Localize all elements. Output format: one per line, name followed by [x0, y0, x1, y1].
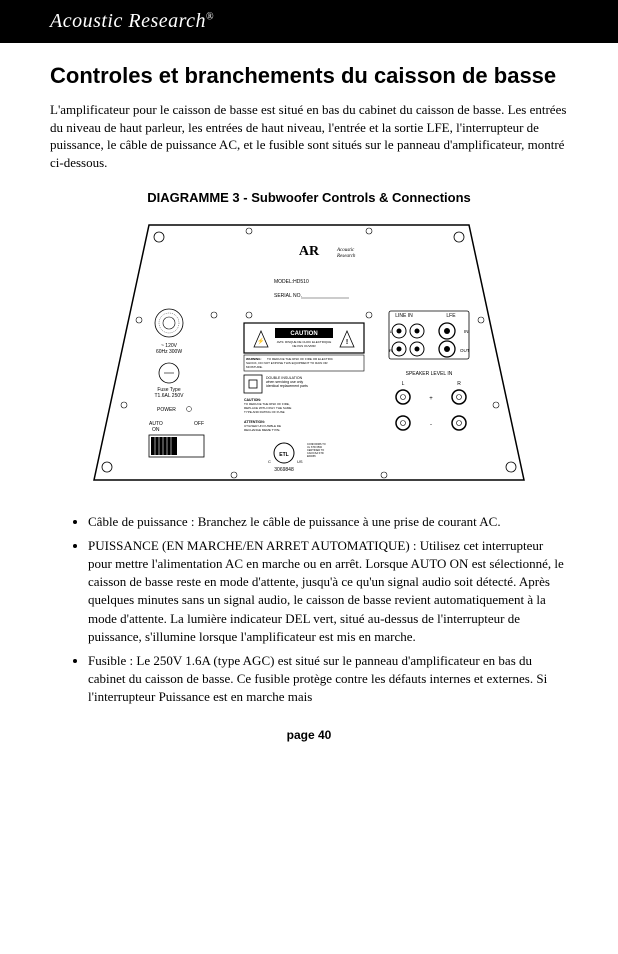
svg-text:T1.6AL 250V: T1.6AL 250V [154, 393, 184, 399]
svg-text:MOISTURE.: MOISTURE. [246, 365, 263, 369]
svg-text:IN: IN [464, 329, 469, 334]
svg-text:OFF: OFF [194, 421, 204, 427]
svg-text:E60065: E60065 [307, 455, 316, 458]
svg-text:ON: ON [152, 427, 160, 433]
brand-name: Acoustic Research [50, 10, 206, 32]
intro-paragraph: L'amplificateur pour le caisson de basse… [50, 101, 568, 171]
svg-text:!: ! [346, 339, 348, 346]
subwoofer-panel-diagram: AR Acoustic Research MODEL:HD510 SERIAL … [89, 215, 529, 495]
svg-text:LFE: LFE [446, 313, 456, 319]
svg-text:⚡: ⚡ [257, 337, 264, 345]
svg-text:Research: Research [336, 254, 356, 259]
instruction-list: Câble de puissance : Branchez le câble d… [50, 513, 568, 707]
page-content: Controles et branchements du caisson de … [0, 43, 618, 772]
svg-text:POWER: POWER [157, 407, 176, 413]
diagram-title: DIAGRAMME 3 - Subwoofer Controls & Conne… [50, 190, 568, 205]
svg-text:OUT: OUT [460, 348, 470, 353]
svg-text:CAUTION: CAUTION [290, 331, 317, 337]
svg-text:identical replacement parts: identical replacement parts [266, 384, 308, 388]
registered-mark: ® [206, 11, 214, 22]
model-label: MODEL:HD510 [274, 279, 309, 285]
page-number: page 40 [50, 728, 568, 762]
svg-text:R: R [457, 381, 461, 387]
svg-text:C: C [268, 459, 271, 464]
svg-text:SPEAKER LEVEL IN: SPEAKER LEVEL IN [406, 371, 453, 377]
svg-text:TYPE AND RATING OF FUSE: TYPE AND RATING OF FUSE [244, 410, 285, 414]
ar-logo-text: AR [299, 244, 320, 259]
page-title: Controles et branchements du caisson de … [50, 63, 568, 89]
svg-text:R: R [389, 348, 392, 353]
list-item: Fusible : Le 250V 1.6A (type AGC) est si… [88, 652, 568, 707]
svg-text:Acoustic: Acoustic [336, 248, 355, 253]
list-item: PUISSANCE (EN MARCHE/EN ARRET AUTOMATIQU… [88, 537, 568, 646]
manual-page: Acoustic Research® Controles et branchem… [0, 0, 618, 772]
svg-text:-: - [430, 422, 432, 428]
brand-header: Acoustic Research® [0, 0, 618, 43]
svg-text:RECHANGE MEME TYPE.: RECHANGE MEME TYPE. [244, 428, 280, 432]
svg-text:L: L [402, 381, 405, 387]
svg-text:ETL: ETL [279, 452, 288, 458]
serial-label: SERIAL NO. [274, 293, 302, 299]
svg-text:60Hz 300W: 60Hz 300W [156, 349, 182, 355]
svg-text:LINE IN: LINE IN [395, 313, 413, 319]
svg-text:+: + [429, 396, 433, 402]
panel-svg: AR Acoustic Research MODEL:HD510 SERIAL … [89, 215, 529, 495]
list-item: Câble de puissance : Branchez le câble d… [88, 513, 568, 531]
svg-text:3069848: 3069848 [274, 467, 294, 473]
svg-text:US: US [297, 459, 303, 464]
svg-text:NE PAS OUVRIR: NE PAS OUVRIR [292, 344, 316, 348]
